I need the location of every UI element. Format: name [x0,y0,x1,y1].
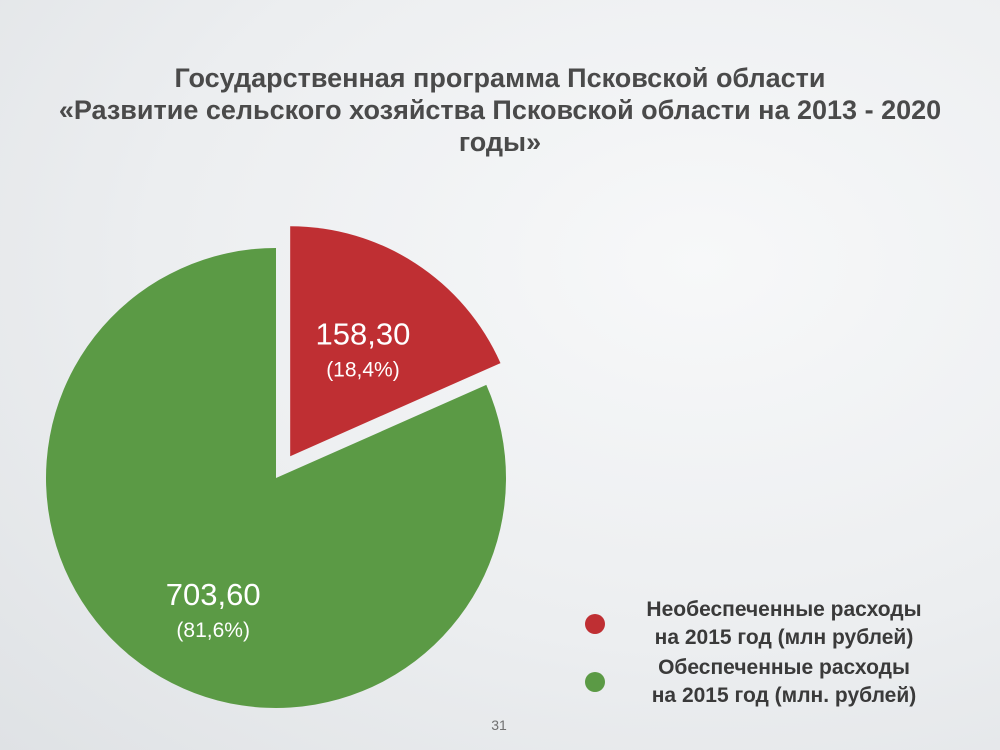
legend-swatch-unsecured [585,614,605,634]
pie-slice-unsecured [290,226,501,457]
pie-slice-secured [45,247,506,708]
data-label-value-secured: 703,60 [166,577,261,612]
legend-label-secured: Обеспеченные расходы на 2015 год (млн. р… [651,656,917,707]
title-line-3: годы» [458,127,542,157]
page-title: Государственная программа Псковской обла… [0,62,1000,158]
page-number: 31 [491,717,507,733]
legend-item-unsecured: Необеспеченные расходы на 2015 год (млн … [585,596,945,652]
chart-legend: Необеспеченные расходы на 2015 год (млн … [585,596,945,712]
data-label-percent-secured: (81,6%) [176,619,250,642]
data-label-percent-unsecured: (18,4%) [326,358,400,381]
legend-item-secured: Обеспеченные расходы на 2015 год (млн. р… [585,654,945,710]
legend-swatch-secured [585,672,605,692]
legend-label-unsecured: Необеспеченные расходы на 2015 год (млн … [646,598,922,649]
data-label-value-unsecured: 158,30 [316,316,411,351]
title-line-1: Государственная программа Псковской обла… [174,63,826,93]
title-line-2: «Развитие сельского хозяйства Псковской … [58,95,942,125]
